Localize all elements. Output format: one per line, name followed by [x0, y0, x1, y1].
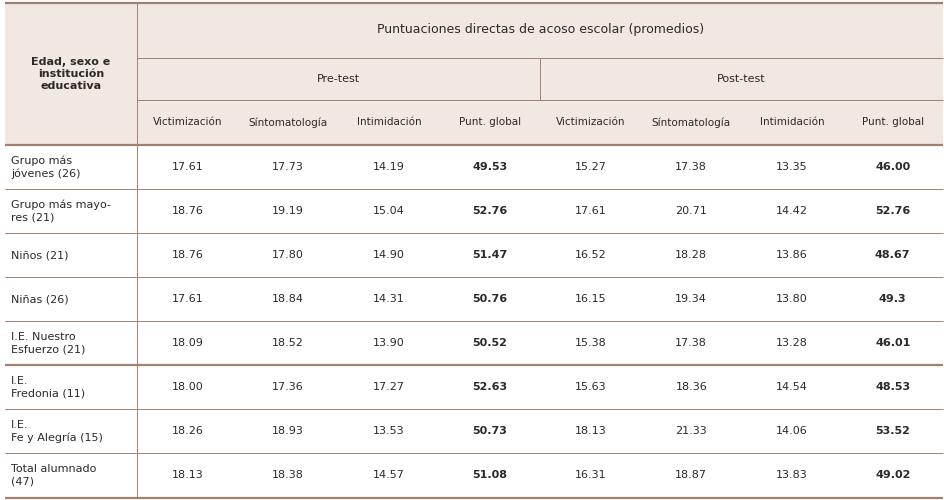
Text: Total alumnado
(47): Total alumnado (47) — [11, 464, 96, 486]
Text: Niños (21): Niños (21) — [11, 250, 69, 260]
Text: 17.61: 17.61 — [172, 294, 203, 304]
Text: 18.26: 18.26 — [171, 426, 203, 436]
Text: 19.34: 19.34 — [675, 294, 706, 304]
Text: 14.54: 14.54 — [775, 382, 807, 392]
Text: 15.27: 15.27 — [574, 162, 606, 172]
Text: 15.04: 15.04 — [373, 206, 404, 216]
Text: 18.38: 18.38 — [272, 470, 304, 480]
Text: 19.19: 19.19 — [272, 206, 304, 216]
Text: 14.90: 14.90 — [373, 250, 404, 260]
Text: I.E.
Fredonia (11): I.E. Fredonia (11) — [11, 376, 85, 398]
Text: 18.36: 18.36 — [675, 382, 706, 392]
Text: 14.57: 14.57 — [373, 470, 404, 480]
Text: 52.76: 52.76 — [472, 206, 507, 216]
Text: 48.67: 48.67 — [874, 250, 909, 260]
Text: Punt. global: Punt. global — [458, 118, 520, 128]
Text: 21.33: 21.33 — [675, 426, 706, 436]
Text: Niñas (26): Niñas (26) — [11, 294, 69, 304]
FancyBboxPatch shape — [5, 145, 942, 498]
Text: 18.87: 18.87 — [675, 470, 706, 480]
Text: 51.47: 51.47 — [472, 250, 507, 260]
Text: Grupo más
jóvenes (26): Grupo más jóvenes (26) — [11, 156, 81, 178]
Text: 52.76: 52.76 — [874, 206, 909, 216]
Text: 51.08: 51.08 — [472, 470, 507, 480]
Text: 15.63: 15.63 — [574, 382, 606, 392]
Text: Post-test: Post-test — [716, 74, 765, 84]
Text: Pre-test: Pre-test — [316, 74, 360, 84]
Text: 18.52: 18.52 — [272, 338, 304, 348]
Text: Intimidación: Intimidación — [759, 118, 823, 128]
Text: Edad, sexo e
institución
educativa: Edad, sexo e institución educativa — [31, 56, 110, 91]
Text: 16.52: 16.52 — [574, 250, 606, 260]
Text: 52.63: 52.63 — [472, 382, 507, 392]
Text: 13.53: 13.53 — [373, 426, 404, 436]
Text: Puntuaciones directas de acoso escolar (promedios): Puntuaciones directas de acoso escolar (… — [376, 24, 703, 36]
Text: 49.02: 49.02 — [874, 470, 909, 480]
Text: 53.52: 53.52 — [874, 426, 909, 436]
Text: 17.61: 17.61 — [574, 206, 606, 216]
Text: 15.38: 15.38 — [574, 338, 606, 348]
Text: 18.28: 18.28 — [675, 250, 706, 260]
Text: 13.28: 13.28 — [775, 338, 807, 348]
Text: Victimización: Victimización — [555, 118, 625, 128]
Text: 17.38: 17.38 — [675, 162, 706, 172]
Text: 18.76: 18.76 — [171, 250, 203, 260]
Text: 17.38: 17.38 — [675, 338, 706, 348]
Text: 18.76: 18.76 — [171, 206, 203, 216]
Text: 18.00: 18.00 — [172, 382, 203, 392]
FancyBboxPatch shape — [5, 2, 942, 145]
Text: Síntomatología: Síntomatología — [248, 117, 328, 128]
Text: 17.80: 17.80 — [272, 250, 304, 260]
Text: 20.71: 20.71 — [675, 206, 706, 216]
Text: 18.09: 18.09 — [171, 338, 203, 348]
Text: Victimización: Victimización — [153, 118, 222, 128]
Text: 16.31: 16.31 — [574, 470, 606, 480]
Text: I.E. Nuestro
Esfuerzo (21): I.E. Nuestro Esfuerzo (21) — [11, 332, 86, 354]
Text: 14.06: 14.06 — [775, 426, 807, 436]
Text: 14.31: 14.31 — [373, 294, 404, 304]
Text: 14.19: 14.19 — [373, 162, 404, 172]
Text: 17.61: 17.61 — [172, 162, 203, 172]
Text: 17.27: 17.27 — [373, 382, 404, 392]
Text: 13.90: 13.90 — [373, 338, 404, 348]
Text: 16.15: 16.15 — [574, 294, 606, 304]
Text: 48.53: 48.53 — [874, 382, 909, 392]
Text: 13.80: 13.80 — [775, 294, 807, 304]
Text: 50.52: 50.52 — [472, 338, 507, 348]
Text: 49.3: 49.3 — [878, 294, 905, 304]
Text: 18.13: 18.13 — [172, 470, 203, 480]
Text: 49.53: 49.53 — [472, 162, 507, 172]
Text: Punt. global: Punt. global — [861, 118, 923, 128]
Text: 14.42: 14.42 — [775, 206, 807, 216]
Text: 18.84: 18.84 — [272, 294, 304, 304]
Text: 13.35: 13.35 — [775, 162, 807, 172]
Text: 18.93: 18.93 — [272, 426, 304, 436]
Text: I.E.
Fe y Alegría (15): I.E. Fe y Alegría (15) — [11, 420, 103, 442]
Text: 13.83: 13.83 — [775, 470, 807, 480]
Text: 46.01: 46.01 — [874, 338, 909, 348]
Text: 18.13: 18.13 — [574, 426, 606, 436]
Text: Grupo más mayo-
res (21): Grupo más mayo- res (21) — [11, 200, 111, 222]
Text: 17.36: 17.36 — [272, 382, 304, 392]
Text: Intimidación: Intimidación — [356, 118, 421, 128]
Text: 50.73: 50.73 — [472, 426, 507, 436]
Text: 46.00: 46.00 — [874, 162, 909, 172]
Text: 13.86: 13.86 — [775, 250, 807, 260]
Text: Síntomatología: Síntomatología — [651, 117, 730, 128]
Text: 17.73: 17.73 — [272, 162, 304, 172]
Text: 50.76: 50.76 — [472, 294, 507, 304]
